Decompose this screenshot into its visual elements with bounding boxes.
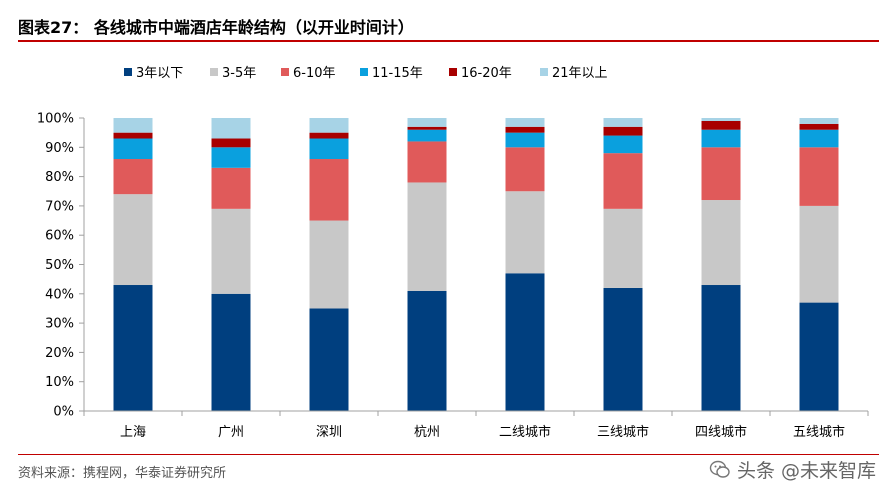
bar-segment bbox=[407, 129, 447, 142]
bar-segment bbox=[701, 200, 741, 286]
x-category-label: 深圳 bbox=[316, 425, 342, 440]
bar-segment bbox=[799, 147, 839, 206]
bar-segment bbox=[603, 153, 643, 209]
chart-legend: 3年以下 3-5年 6-10年 11-15年 16-20年 21年以上 bbox=[124, 66, 608, 81]
legend-swatch-5 bbox=[540, 68, 548, 76]
watermark-text: 头条 @未来智库 bbox=[736, 460, 876, 482]
bar-segment bbox=[603, 208, 643, 288]
x-category-label: 三线城市 bbox=[597, 424, 649, 440]
bar-segment bbox=[309, 138, 349, 160]
bar-segment bbox=[407, 290, 447, 411]
y-tick-label: 90% bbox=[45, 141, 74, 156]
bar-segment bbox=[799, 302, 839, 411]
bar-segment bbox=[603, 118, 643, 127]
legend-label-4: 16-20年 bbox=[461, 66, 512, 81]
bar-segment bbox=[603, 126, 643, 136]
legend-label-0: 3年以下 bbox=[136, 66, 183, 81]
bar-segment bbox=[505, 191, 545, 274]
bar-segment bbox=[211, 293, 251, 411]
y-tick-label: 50% bbox=[45, 258, 74, 273]
x-category-label: 四线城市 bbox=[695, 424, 747, 440]
wechat-icon bbox=[709, 460, 730, 478]
bar-segment bbox=[113, 132, 153, 139]
bar-segment bbox=[309, 118, 349, 133]
bar-segment bbox=[211, 138, 251, 148]
bar-segment bbox=[799, 118, 839, 124]
bar-segment bbox=[505, 147, 545, 192]
bar-segment bbox=[701, 118, 741, 121]
legend-label-3: 11-15年 bbox=[372, 66, 423, 81]
bars bbox=[113, 118, 839, 411]
bar-segment bbox=[701, 120, 741, 130]
legend-swatch-4 bbox=[449, 68, 457, 76]
x-category-label: 广州 bbox=[218, 425, 244, 440]
bar-segment bbox=[309, 220, 349, 309]
bar-segment bbox=[407, 141, 447, 183]
bar-segment bbox=[113, 118, 153, 133]
x-category-label: 二线城市 bbox=[499, 424, 551, 440]
source-note: 资料来源：携程网，华泰证券研究所 bbox=[18, 466, 227, 481]
bar-segment bbox=[701, 129, 741, 148]
bar-segment bbox=[113, 194, 153, 286]
legend-label-2: 6-10年 bbox=[293, 66, 336, 81]
bar-segment bbox=[799, 129, 839, 148]
bar-segment bbox=[407, 118, 447, 127]
x-category-label: 杭州 bbox=[414, 425, 440, 440]
y-tick-label: 40% bbox=[45, 287, 74, 302]
y-axis: 0% 10% 20% 30% 40% 50% 60% 70% 80% 90% 100% bbox=[37, 112, 85, 420]
bar-segment bbox=[211, 147, 251, 168]
legend-swatch-0 bbox=[124, 68, 132, 76]
y-tick-label: 10% bbox=[45, 375, 74, 390]
bar-segment bbox=[113, 159, 153, 195]
bar-segment bbox=[113, 285, 153, 411]
legend-swatch-1 bbox=[210, 68, 218, 76]
bar-segment bbox=[113, 138, 153, 160]
stacked-bar-chart: 3年以下 3-5年 6-10年 11-15年 16-20年 21年以上 0% 10% 20% 3… bbox=[37, 66, 869, 440]
x-category-label: 上海 bbox=[120, 425, 146, 440]
bar-segment bbox=[505, 118, 545, 127]
bar-segment bbox=[701, 285, 741, 411]
figure-title: 图表27： 各线城市中端酒店年龄结构（以开业时间计） bbox=[18, 18, 414, 37]
bar-segment bbox=[407, 182, 447, 291]
bar-segment bbox=[505, 132, 545, 148]
bar-segment bbox=[211, 167, 251, 209]
title-divider bbox=[18, 40, 879, 42]
x-category-label: 五线城市 bbox=[793, 424, 845, 440]
bar-segment bbox=[211, 208, 251, 294]
y-tick-label: 80% bbox=[45, 170, 74, 185]
y-tick-label: 20% bbox=[45, 346, 74, 361]
y-tick-label: 100% bbox=[37, 112, 74, 127]
bar-segment bbox=[505, 273, 545, 411]
bar-segment bbox=[407, 126, 447, 130]
bar-segment bbox=[701, 147, 741, 201]
bar-segment bbox=[603, 135, 643, 154]
bar-segment bbox=[799, 205, 839, 303]
legend-label-1: 3-5年 bbox=[222, 66, 256, 81]
bar-segment bbox=[799, 123, 839, 130]
bar-segment bbox=[505, 126, 545, 133]
source-divider bbox=[18, 454, 879, 455]
bar-segment bbox=[211, 118, 251, 139]
y-tick-label: 30% bbox=[45, 317, 74, 332]
x-axis: 上海 广州 深圳 杭州 二线城市 三线城市 四线城市 五线城市 bbox=[83, 410, 869, 440]
legend-swatch-3 bbox=[360, 68, 368, 76]
legend-swatch-2 bbox=[281, 68, 289, 76]
legend-label-5: 21年以上 bbox=[552, 66, 608, 81]
bar-segment bbox=[309, 132, 349, 139]
y-tick-label: 60% bbox=[45, 229, 74, 244]
watermark: 头条 @未来智库 bbox=[709, 456, 876, 483]
bar-segment bbox=[603, 287, 643, 411]
y-tick-label: 0% bbox=[53, 405, 74, 420]
y-tick-label: 70% bbox=[45, 199, 74, 214]
bar-segment bbox=[309, 159, 349, 221]
bar-segment bbox=[309, 308, 349, 411]
